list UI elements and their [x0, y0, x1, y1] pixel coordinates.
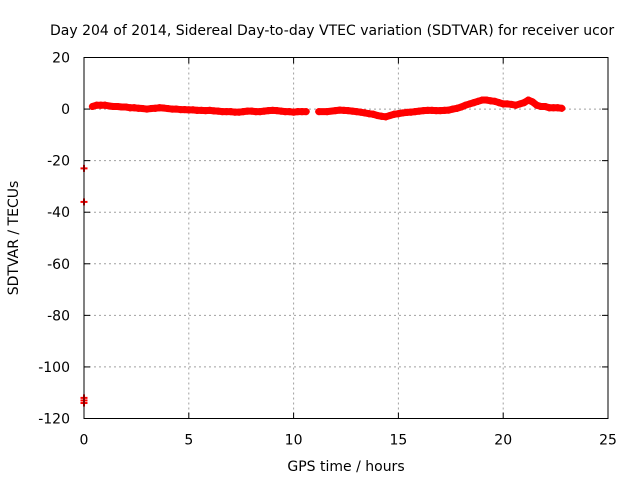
y-tick-label: 0 [61, 102, 70, 118]
y-tick-label: -100 [38, 360, 70, 376]
data-band-segment [558, 108, 562, 109]
y-tick-label: -120 [38, 412, 70, 428]
y-tick-labels: 20 0 -20 -40 -60 -80 -100 -120 [38, 51, 70, 428]
chart: Day 204 of 2014, Sidereal Day-to-day VTE… [0, 0, 640, 480]
data-points [81, 97, 566, 407]
x-tick-label: 20 [494, 433, 512, 449]
x-tick-label: 25 [599, 433, 617, 449]
x-axis-label: GPS time / hours [287, 459, 404, 475]
y-tick-label: -40 [47, 205, 70, 221]
chart-title: Day 204 of 2014, Sidereal Day-to-day VTE… [50, 23, 614, 39]
y-tick-label: -20 [47, 154, 70, 170]
y-tick-label: 20 [52, 51, 70, 67]
y-axis-label: SDTVAR / TECUs [6, 181, 22, 296]
x-tick-label: 15 [389, 433, 407, 449]
y-tick-label: -60 [47, 257, 70, 273]
x-tick-labels: 0 5 10 15 20 25 [80, 433, 617, 449]
x-tick-label: 10 [285, 433, 303, 449]
y-tick-label: -80 [47, 308, 70, 324]
x-tick-label: 5 [184, 433, 193, 449]
x-tick-label: 0 [80, 433, 89, 449]
